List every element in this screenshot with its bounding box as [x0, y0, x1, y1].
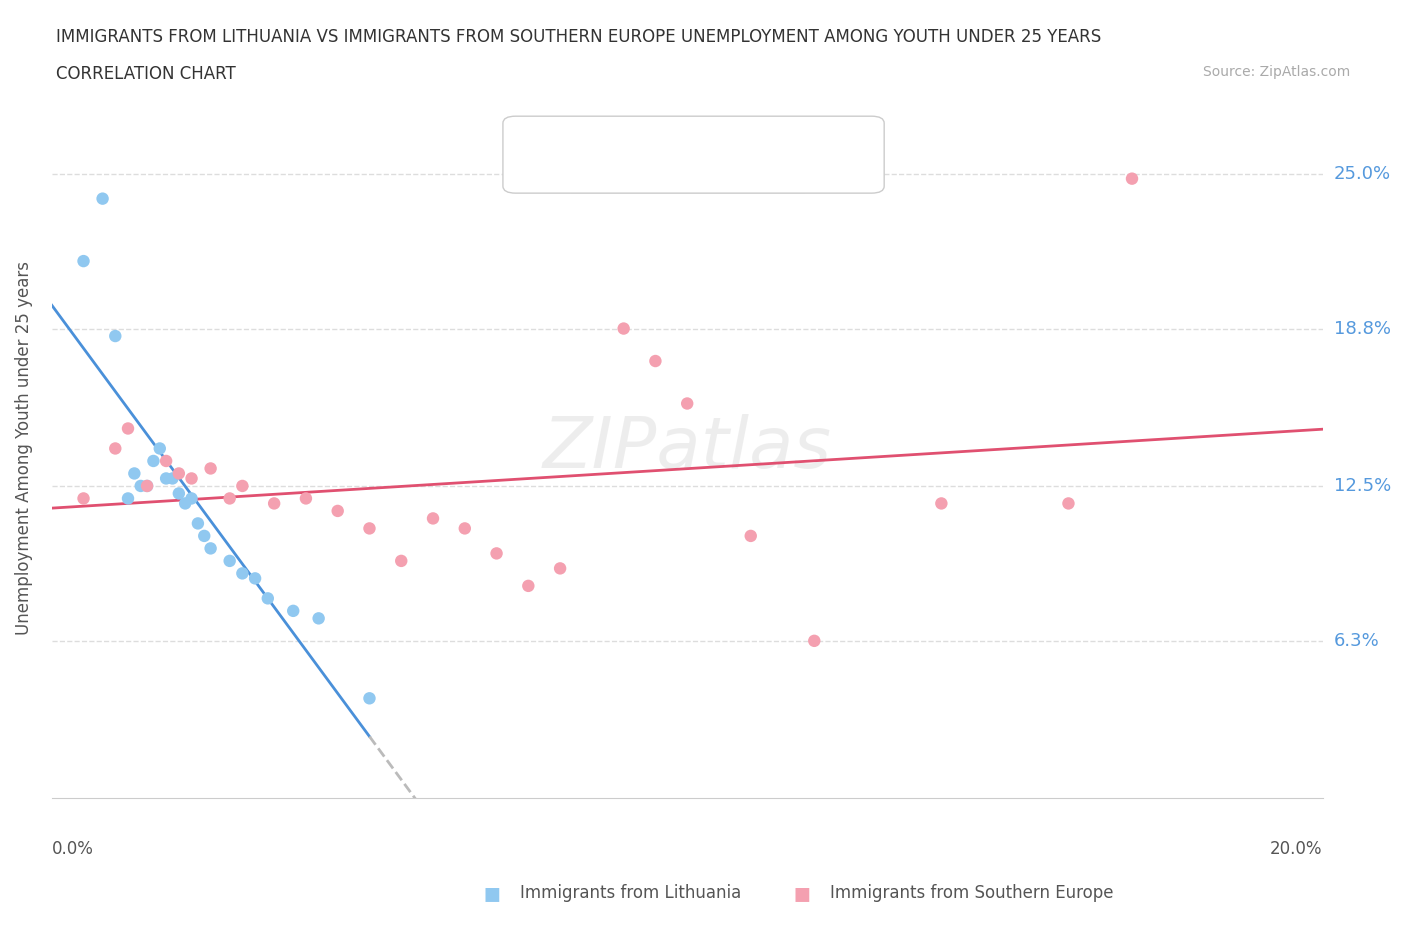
Text: ▪: ▪ — [792, 879, 811, 907]
Point — [136, 479, 159, 494]
Point — [155, 471, 177, 485]
Point — [295, 491, 318, 506]
Point — [243, 571, 266, 586]
Text: IMMIGRANTS FROM LITHUANIA VS IMMIGRANTS FROM SOUTHERN EUROPE UNEMPLOYMENT AMONG : IMMIGRANTS FROM LITHUANIA VS IMMIGRANTS … — [56, 28, 1101, 46]
Point — [389, 553, 412, 568]
Point — [359, 521, 381, 536]
Point — [218, 553, 240, 568]
Text: 25.0%: 25.0% — [1334, 165, 1391, 182]
Point — [174, 496, 197, 511]
Text: 6.3%: 6.3% — [1334, 631, 1379, 650]
Text: Immigrants from Southern Europe: Immigrants from Southern Europe — [830, 884, 1114, 902]
Point — [485, 546, 508, 561]
Point — [256, 591, 278, 605]
Point — [180, 471, 202, 485]
Point — [218, 491, 240, 506]
Legend: R = -0.322  N = 24, R =  0.034  N = 28: R = -0.322 N = 24, R = 0.034 N = 28 — [568, 126, 807, 192]
Text: CORRELATION CHART: CORRELATION CHART — [56, 65, 236, 83]
Text: 20.0%: 20.0% — [1270, 840, 1323, 858]
Point — [72, 254, 94, 269]
Text: 0.0%: 0.0% — [52, 840, 94, 858]
Y-axis label: Unemployment Among Youth under 25 years: Unemployment Among Youth under 25 years — [15, 261, 32, 635]
Point — [180, 491, 202, 506]
Point — [104, 441, 127, 456]
Text: 18.8%: 18.8% — [1334, 320, 1391, 338]
Point — [359, 691, 381, 706]
Point — [124, 466, 146, 481]
Point — [117, 421, 139, 436]
Point — [283, 604, 305, 618]
Point — [187, 516, 209, 531]
Point — [231, 479, 253, 494]
Point — [308, 611, 330, 626]
Point — [931, 496, 953, 511]
Point — [104, 328, 127, 343]
Point — [740, 528, 762, 543]
Point — [263, 496, 285, 511]
Point — [676, 396, 699, 411]
Point — [454, 521, 477, 536]
Point — [167, 466, 190, 481]
Point — [129, 479, 152, 494]
Text: ▪: ▪ — [482, 879, 502, 907]
Point — [613, 321, 636, 336]
Point — [117, 491, 139, 506]
Point — [422, 511, 444, 525]
Point — [149, 441, 172, 456]
Text: Source: ZipAtlas.com: Source: ZipAtlas.com — [1202, 65, 1350, 79]
Text: ZIPatlas: ZIPatlas — [543, 414, 832, 483]
Point — [155, 454, 177, 469]
Point — [1121, 171, 1143, 186]
Text: 12.5%: 12.5% — [1334, 477, 1391, 495]
FancyBboxPatch shape — [503, 116, 884, 193]
Point — [1057, 496, 1080, 511]
Point — [200, 461, 222, 476]
Text: Immigrants from Lithuania: Immigrants from Lithuania — [520, 884, 741, 902]
Point — [644, 353, 666, 368]
Point — [162, 471, 184, 485]
Point — [193, 528, 215, 543]
Point — [548, 561, 571, 576]
Point — [231, 566, 253, 581]
Point — [517, 578, 540, 593]
Point — [136, 479, 159, 494]
Point — [200, 541, 222, 556]
Point — [91, 192, 114, 206]
Point — [167, 486, 190, 501]
Point — [142, 454, 165, 469]
Point — [803, 633, 825, 648]
Point — [326, 503, 349, 518]
Point — [72, 491, 94, 506]
